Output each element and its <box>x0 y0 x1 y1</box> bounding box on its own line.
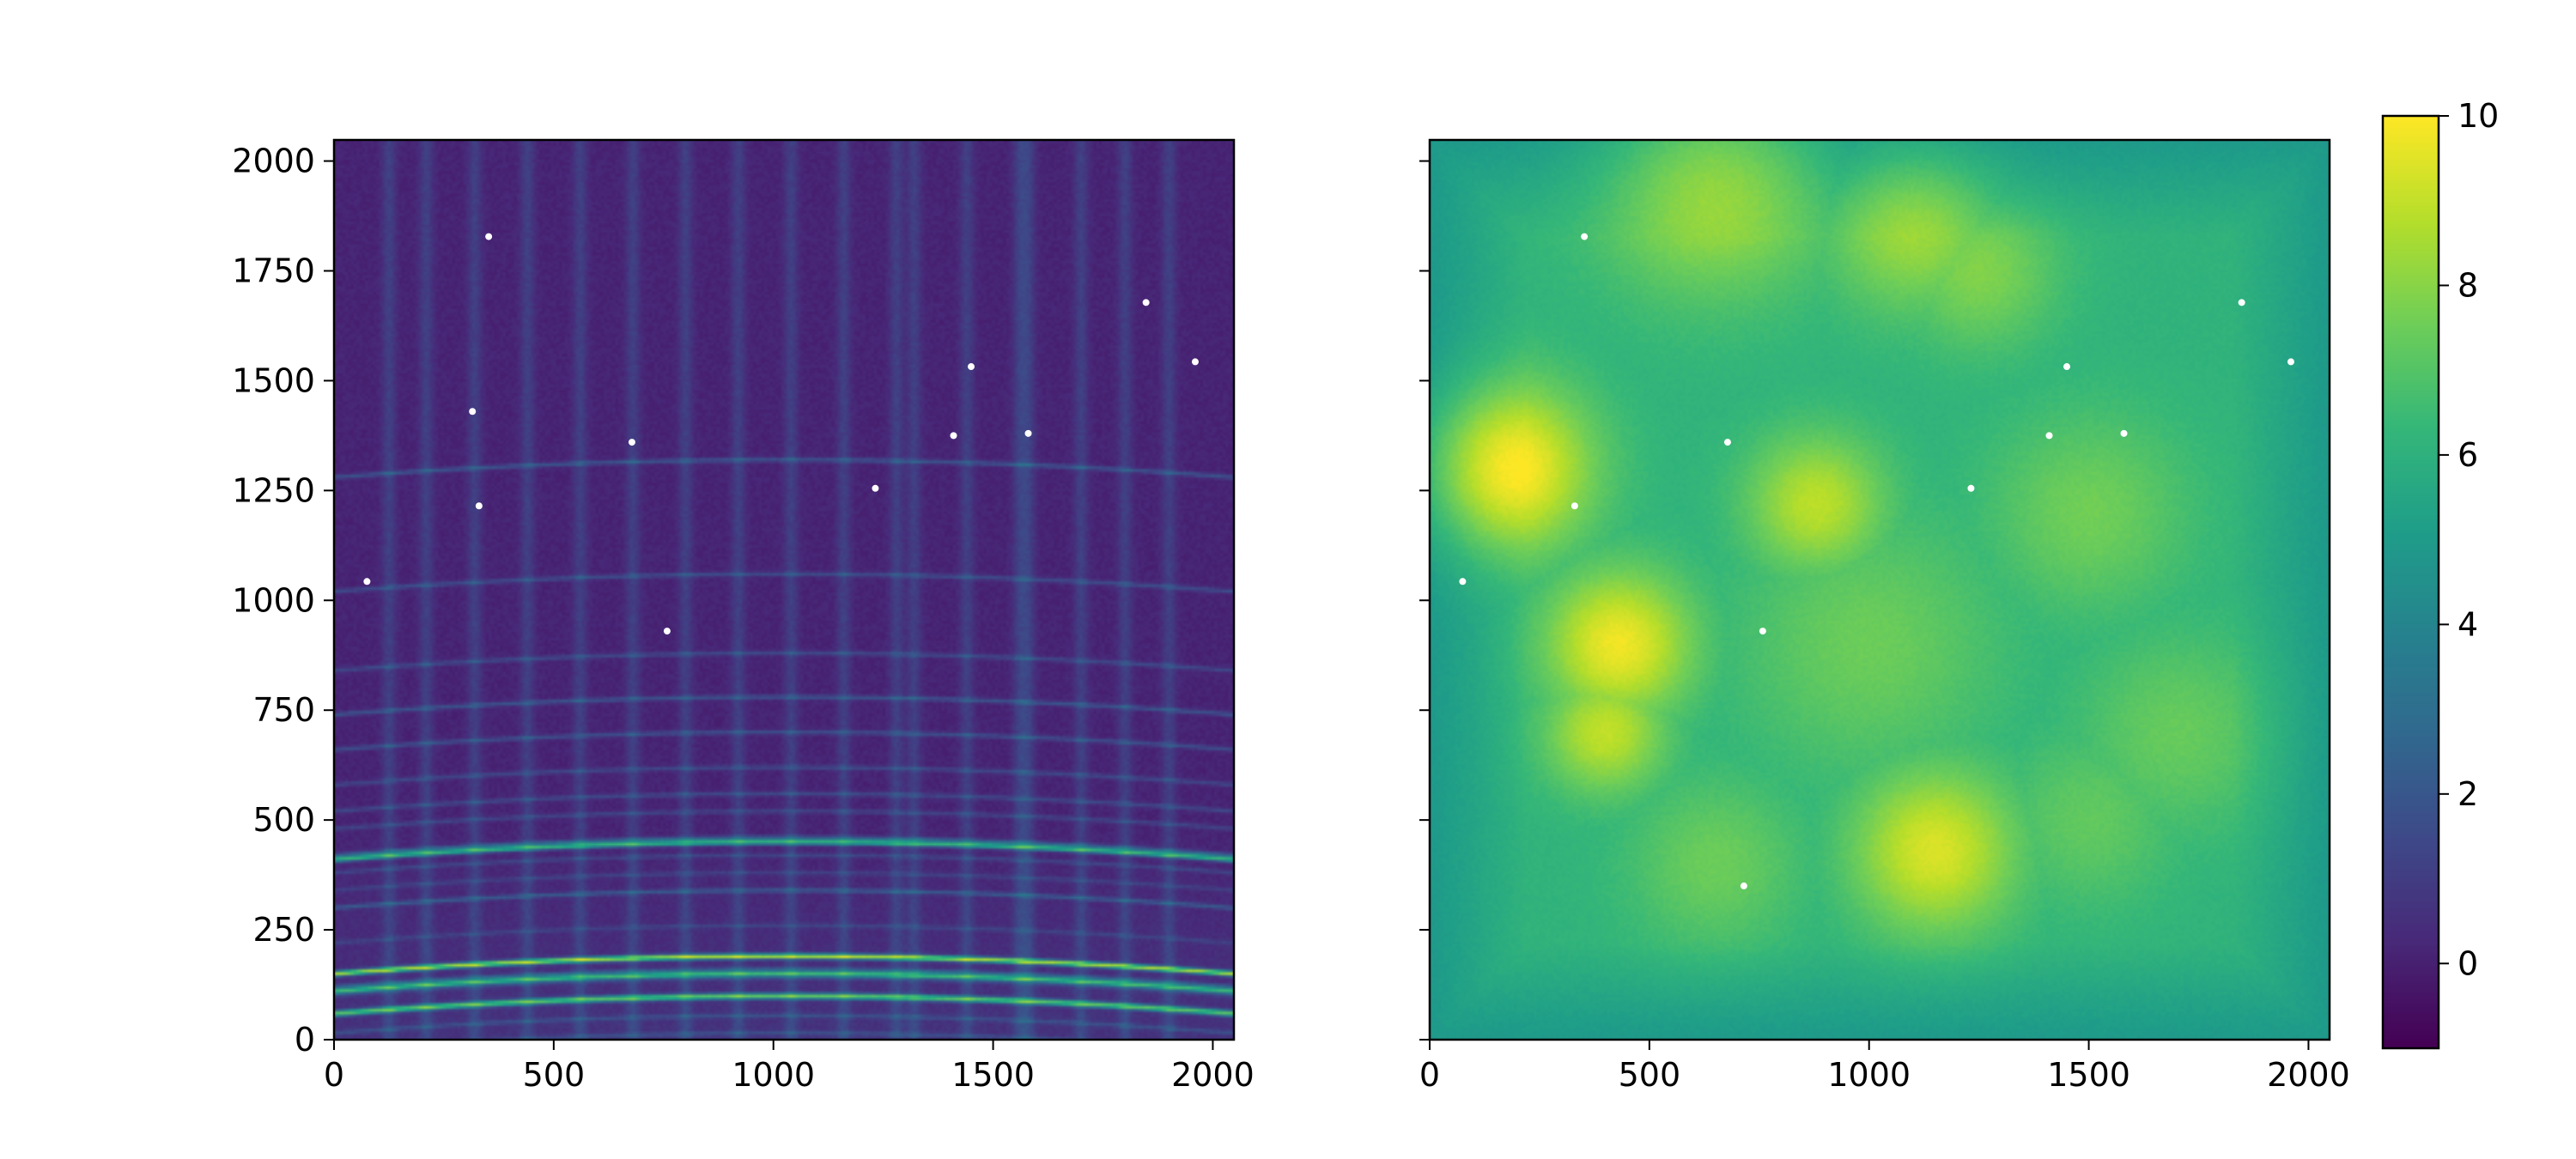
colorbar-tick-label: 8 <box>2458 266 2478 304</box>
hot-pixel <box>872 484 879 492</box>
hot-pixel <box>1571 502 1578 510</box>
left-x-ticks: 0 500 1000 1500 2000 <box>324 1040 1255 1094</box>
hot-pixel <box>2238 299 2245 306</box>
x-tick-label: 1500 <box>951 1056 1035 1094</box>
hot-pixel <box>2045 432 2053 440</box>
hot-pixel <box>967 363 975 371</box>
y-tick-label: 1750 <box>232 252 315 289</box>
y-tick-label: 1000 <box>232 581 315 619</box>
left-y-ticks: 0 250 500 750 1000 1250 1500 1750 2000 <box>232 143 334 1059</box>
left-axes-frame <box>332 138 1236 1041</box>
hot-pixel <box>2120 429 2128 437</box>
colorbar-ticks: 0 2 4 6 8 10 <box>2439 97 2499 982</box>
right-hot-pixels <box>1459 233 2294 889</box>
left-hot-pixels <box>363 233 1199 635</box>
hot-pixel <box>1759 628 1766 635</box>
colorbar-tick-label: 6 <box>2458 436 2478 474</box>
x-tick-label: 500 <box>1619 1056 1681 1094</box>
colorbar-tick-label: 0 <box>2458 944 2478 982</box>
colorbar-tick-label: 10 <box>2458 97 2499 135</box>
hot-pixel <box>2063 363 2070 371</box>
right-axes-frame <box>1428 138 2331 1041</box>
hot-pixel <box>950 432 957 440</box>
hot-pixel <box>663 628 671 635</box>
y-tick-label: 750 <box>252 691 315 729</box>
x-tick-label: 1500 <box>2047 1056 2130 1094</box>
y-tick-label: 2000 <box>232 143 315 180</box>
hot-pixel <box>1581 233 1589 240</box>
hot-pixel <box>1967 484 1975 492</box>
left-heatmap-panel: 0 500 1000 1500 2000 0 250 500 750 1000 1250 1500 1… <box>232 138 1255 1094</box>
y-tick-label: 500 <box>252 801 315 839</box>
right-heatmap-image <box>1430 140 2330 1040</box>
y-tick-label: 250 <box>252 911 315 949</box>
hot-pixel <box>1740 882 1747 889</box>
hot-pixel <box>1723 439 1731 446</box>
x-tick-label: 500 <box>523 1056 586 1094</box>
colorbar-tick-label: 2 <box>2458 775 2478 813</box>
hot-pixel <box>1024 429 1032 437</box>
x-tick-label: 1000 <box>732 1056 815 1094</box>
colorbar-gradient <box>2383 116 2439 1048</box>
hot-pixel <box>469 408 477 416</box>
hot-pixel <box>1142 299 1150 306</box>
hot-pixel <box>1191 358 1199 366</box>
colorbar: 0 2 4 6 8 10 <box>2381 97 2499 1050</box>
right-y-ticks <box>1419 160 1430 1041</box>
y-tick-label: 1250 <box>232 471 315 509</box>
hot-pixel <box>485 233 493 240</box>
x-tick-label: 0 <box>1419 1056 1440 1094</box>
colorbar-tick-label: 4 <box>2458 605 2478 643</box>
left-heatmap-image <box>334 140 1234 1040</box>
x-tick-label: 2000 <box>2267 1056 2350 1094</box>
y-tick-label: 1500 <box>232 361 315 399</box>
right-x-ticks: 0 500 1000 1500 2000 <box>1419 1040 2350 1094</box>
y-tick-label: 0 <box>295 1021 315 1059</box>
x-tick-label: 1000 <box>1827 1056 1911 1094</box>
x-tick-label: 0 <box>324 1056 344 1094</box>
hot-pixel <box>1459 578 1467 586</box>
hot-pixel <box>363 578 371 586</box>
colorbar-frame <box>2381 114 2440 1050</box>
right-heatmap-panel: 0 500 1000 1500 2000 <box>1419 138 2350 1094</box>
hot-pixel <box>475 502 483 510</box>
x-tick-label: 2000 <box>1171 1056 1255 1094</box>
hot-pixel <box>628 439 635 446</box>
hot-pixel <box>2287 358 2294 366</box>
